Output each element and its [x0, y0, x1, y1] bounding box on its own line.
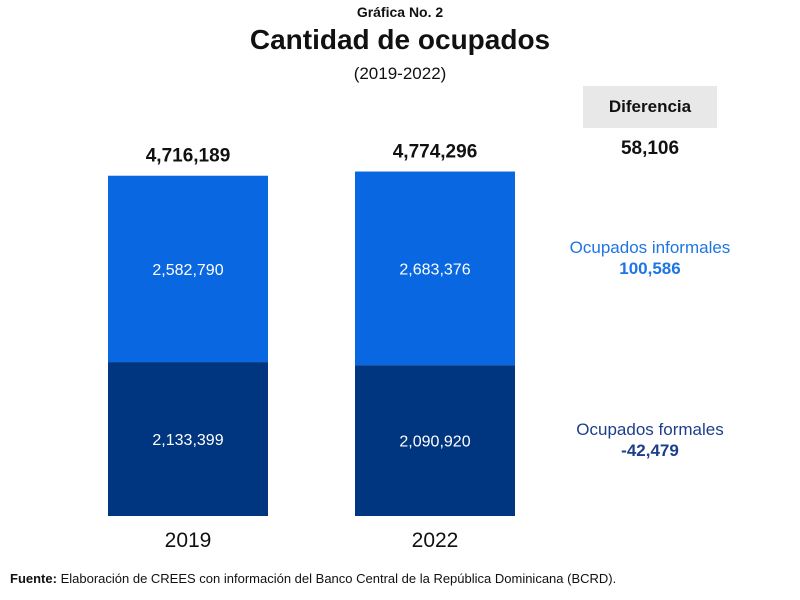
- formal-bar-2022: [355, 365, 515, 516]
- formal-difference-value: -42,479: [621, 441, 679, 460]
- total-label-2022: 4,774,296: [393, 142, 478, 163]
- formal-value-label-2019: 2,133,399: [152, 432, 223, 449]
- x-tick-label-2019: 2019: [165, 529, 212, 552]
- source-label: Fuente:: [10, 571, 57, 586]
- difference-total: 58,106: [620, 138, 680, 159]
- total-label-2019: 4,716,189: [146, 146, 231, 167]
- source-note: Fuente: Elaboración de CREES con informa…: [10, 571, 616, 586]
- informal-difference-value: 100,586: [619, 259, 681, 278]
- figure-label: Gráfica No. 2: [356, 4, 444, 20]
- formal-value-label-2022: 2,090,920: [399, 434, 470, 451]
- difference-header: Diferencia: [583, 86, 717, 128]
- chart-title: Cantidad de ocupados: [249, 24, 551, 55]
- x-tick-label-2022: 2022: [412, 529, 459, 552]
- informal-difference-label: Ocupados informales: [569, 238, 731, 257]
- informal-bar-2019: [108, 175, 268, 363]
- source-text: Elaboración de CREES con información del…: [56, 571, 617, 586]
- formal-difference-label: Ocupados formales: [576, 420, 724, 439]
- chart-subtitle: (2019-2022): [353, 64, 447, 83]
- formal-bar-2019: [108, 362, 268, 516]
- difference-header-label: Diferencia: [608, 97, 692, 116]
- informal-value-label-2022: 2,683,376: [399, 261, 470, 278]
- informal-bar-2022: [355, 171, 515, 366]
- informal-value-label-2019: 2,582,790: [152, 262, 223, 279]
